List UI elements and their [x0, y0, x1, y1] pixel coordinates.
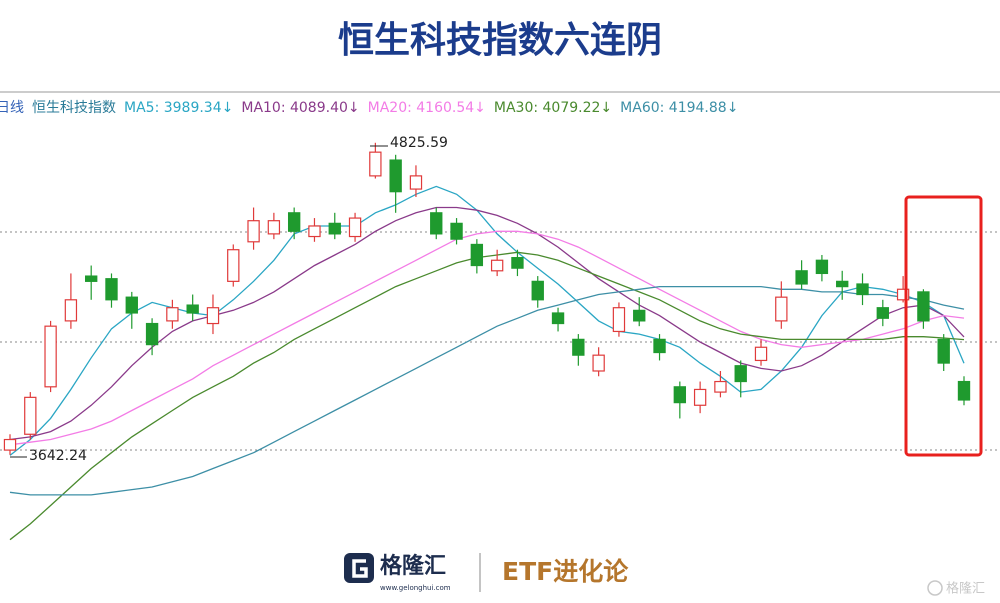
ma-line: [9, 185, 965, 456]
candle-body: [612, 307, 626, 333]
highlight-box: [904, 195, 983, 457]
candle-body: [815, 259, 829, 275]
candle-body: [511, 257, 524, 269]
candle-body: [896, 288, 910, 301]
candle-body: [490, 259, 504, 272]
candle-body: [64, 299, 78, 322]
candle-body: [328, 222, 341, 235]
annotation: 3642.24: [29, 448, 87, 464]
candle-body: [633, 309, 646, 322]
candle-body: [44, 325, 57, 388]
candle-body: [166, 307, 179, 322]
brand-url: www.gelonghui.com: [380, 584, 451, 592]
legend-entry: MA10: 4089.40↓: [241, 100, 359, 116]
candle-body: [247, 220, 260, 243]
candle-body: [105, 278, 118, 301]
candle-body: [856, 283, 869, 296]
logo-g: [352, 559, 368, 578]
candle-body: [653, 338, 666, 354]
candle-body: [673, 386, 687, 404]
candle-body: [572, 338, 585, 356]
candle-body: [957, 380, 971, 401]
candle-body: [287, 212, 301, 232]
watermark: 格隆汇: [946, 581, 985, 597]
legend-entry: MA5: 3989.34↓: [124, 100, 233, 116]
candle-body: [734, 365, 747, 383]
candle-body: [24, 396, 37, 435]
candle-body: [3, 438, 17, 451]
candle-body: [795, 270, 808, 285]
footer-logo: 格隆汇 www.gelonghui.com: [344, 553, 451, 592]
legend-entry: MA60: 4194.88↓: [620, 100, 738, 116]
ma-line: [9, 285, 965, 496]
candle-body: [551, 312, 565, 325]
candle-body: [227, 249, 240, 282]
candle-body: [714, 380, 727, 393]
column-name: ETF进化论: [502, 557, 629, 586]
candle-body: [186, 304, 199, 314]
legend-prefix: 恒生科技指数: [32, 100, 116, 116]
candle-body: [145, 322, 159, 346]
brand: 格隆汇: [380, 553, 446, 579]
candle-body: [470, 243, 484, 267]
candle-body: [206, 307, 220, 325]
plot: [3, 142, 971, 541]
logo-icon: [344, 553, 374, 583]
candle-body: [592, 354, 605, 372]
candle-body: [369, 151, 382, 177]
candle-body: [693, 388, 707, 406]
ma-line: [9, 230, 965, 446]
candle-body: [917, 291, 930, 322]
candle-body: [876, 307, 889, 319]
candle-body: [754, 346, 768, 362]
legend: 日线 恒生科技指数 MA5: 3989.34↓ MA10: 4089.40↓ MA20:…: [0, 100, 738, 116]
candle-body: [450, 222, 463, 240]
legend-prefix: 日线: [0, 100, 24, 116]
watermark-icon: [927, 580, 943, 596]
candle-body: [85, 275, 98, 282]
candle-body: [409, 175, 423, 190]
legend-entry: MA20: 4160.54↓: [368, 100, 486, 116]
candle-body: [775, 296, 788, 322]
candle-body: [531, 280, 544, 301]
ma-line: [9, 206, 965, 441]
candle-body: [267, 220, 281, 235]
ma-line: [9, 251, 965, 541]
annotation: 4825.59: [390, 135, 448, 151]
candle-body: [836, 280, 849, 288]
candle-body: [389, 159, 402, 193]
chart-title: 恒生科技指数六连阴: [338, 20, 662, 61]
candle-body: [937, 338, 950, 364]
candle-body: [308, 225, 321, 238]
candle-body: [125, 296, 138, 314]
candle-body: [348, 217, 362, 238]
candle-body: [430, 212, 443, 235]
legend-entry: MA30: 4079.22↓: [494, 100, 612, 116]
